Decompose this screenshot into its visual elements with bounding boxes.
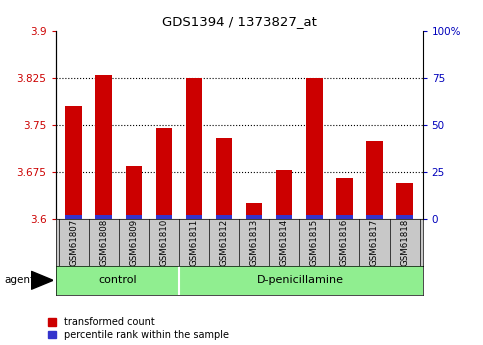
Text: GSM61808: GSM61808 [99, 219, 108, 266]
Bar [306, 215, 323, 219]
Text: GSM61812: GSM61812 [220, 219, 228, 266]
Bar [156, 215, 172, 219]
Text: control: control [98, 275, 137, 285]
Text: agent: agent [5, 275, 35, 285]
Bar [156, 128, 172, 219]
Bar [246, 215, 262, 219]
Text: GSM61814: GSM61814 [280, 219, 289, 266]
Bar [246, 204, 262, 219]
Bar [96, 75, 112, 219]
Text: GSM61818: GSM61818 [400, 219, 409, 266]
Bar [366, 141, 383, 219]
Bar [96, 215, 112, 219]
Bar [65, 215, 82, 219]
Bar [396, 215, 413, 219]
Bar [126, 215, 142, 219]
Text: GSM61815: GSM61815 [310, 219, 319, 266]
Bar [216, 138, 232, 219]
Polygon shape [31, 271, 53, 289]
Bar [185, 78, 202, 219]
Text: GSM61816: GSM61816 [340, 219, 349, 266]
Text: GSM61810: GSM61810 [159, 219, 169, 266]
Bar [276, 215, 293, 219]
Bar [185, 215, 202, 219]
Text: GSM61809: GSM61809 [129, 219, 138, 266]
Legend: transformed count, percentile rank within the sample: transformed count, percentile rank withi… [48, 317, 229, 340]
Bar [366, 215, 383, 219]
Bar [126, 166, 142, 219]
Bar [306, 78, 323, 219]
Bar [276, 170, 293, 219]
Text: GSM61813: GSM61813 [250, 219, 258, 266]
Bar [216, 215, 232, 219]
Text: D-penicillamine: D-penicillamine [257, 275, 344, 285]
Bar [65, 106, 82, 219]
Bar [336, 178, 353, 219]
Text: GSM61817: GSM61817 [370, 219, 379, 266]
Bar [396, 183, 413, 219]
Bar [336, 215, 353, 219]
Title: GDS1394 / 1373827_at: GDS1394 / 1373827_at [162, 16, 316, 29]
Text: GSM61811: GSM61811 [189, 219, 199, 266]
Text: GSM61807: GSM61807 [69, 219, 78, 266]
